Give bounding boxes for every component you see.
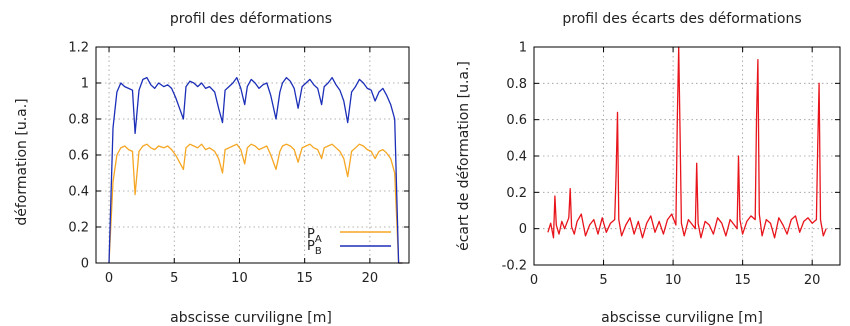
chart-title: profil des déformations <box>170 11 332 27</box>
y-tick-label: -0.2 <box>502 259 527 274</box>
series-lines <box>108 76 403 264</box>
legend-item-pa: PA <box>307 227 391 245</box>
x-tick-label: 5 <box>170 271 178 286</box>
x-tick-label: 20 <box>804 273 821 288</box>
gridlines <box>533 46 840 266</box>
y-tick-label: 1 <box>81 77 89 92</box>
y-tick-label: 0.4 <box>506 150 527 165</box>
y-axis-label: écart de déformation [u.a.] <box>456 61 472 251</box>
series-lines <box>547 46 827 239</box>
y-tick-label: 1.2 <box>68 41 89 56</box>
x-tick-label: 20 <box>362 271 379 286</box>
y-tick-label: 0.8 <box>506 77 527 92</box>
y-axis-label: déformation [u.a.] <box>14 98 30 225</box>
y-tick-label: 0.6 <box>68 149 89 164</box>
series-line-b <box>108 76 403 264</box>
y-tick-label: 0.8 <box>68 113 89 128</box>
axis-ticks: 0 5 10 15 20-0.200.20.40.60.81 <box>502 41 840 288</box>
legend-item-pb: PB <box>307 239 391 257</box>
y-tick-label: 0 <box>519 222 527 237</box>
legend-label-pb: PB <box>307 239 322 257</box>
y-tick-label: 0 <box>81 257 89 272</box>
y-tick-label: 0.2 <box>68 221 89 236</box>
y-tick-label: 0.4 <box>68 185 89 200</box>
x-axis-label: abscisse curviligne [m] <box>170 310 332 326</box>
x-tick-label: 0 <box>105 271 113 286</box>
x-tick-label: 15 <box>734 273 751 288</box>
legend: PA PB <box>307 227 391 257</box>
x-axis-label: abscisse curviligne [m] <box>601 310 763 326</box>
legend-label-pa: PA <box>307 227 322 245</box>
chart-title: profil des écarts des déformations <box>562 11 801 27</box>
plot-frame <box>95 46 410 264</box>
x-tick-label: 10 <box>665 273 682 288</box>
y-tick-label: 1 <box>519 41 527 56</box>
plot-frame <box>533 46 841 266</box>
axis-ticks: 0 5 10 15 20 0 0.2 0.4 0.6 0.8 1 1.2 <box>68 41 409 286</box>
x-tick-label: 10 <box>231 271 248 286</box>
chart-deformation-deviation-profile: profil des écarts des déformations écart… <box>456 11 841 326</box>
x-tick-label: 0 <box>530 273 538 288</box>
y-tick-label: 0.2 <box>506 186 527 201</box>
x-tick-label: 5 <box>599 273 607 288</box>
series-line-a <box>108 143 403 264</box>
chart-deformation-profile: profil des déformations déformation [u.a… <box>14 11 410 326</box>
series-line-0 <box>547 46 827 239</box>
x-tick-label: 15 <box>296 271 313 286</box>
y-tick-label: 0.6 <box>506 113 527 128</box>
